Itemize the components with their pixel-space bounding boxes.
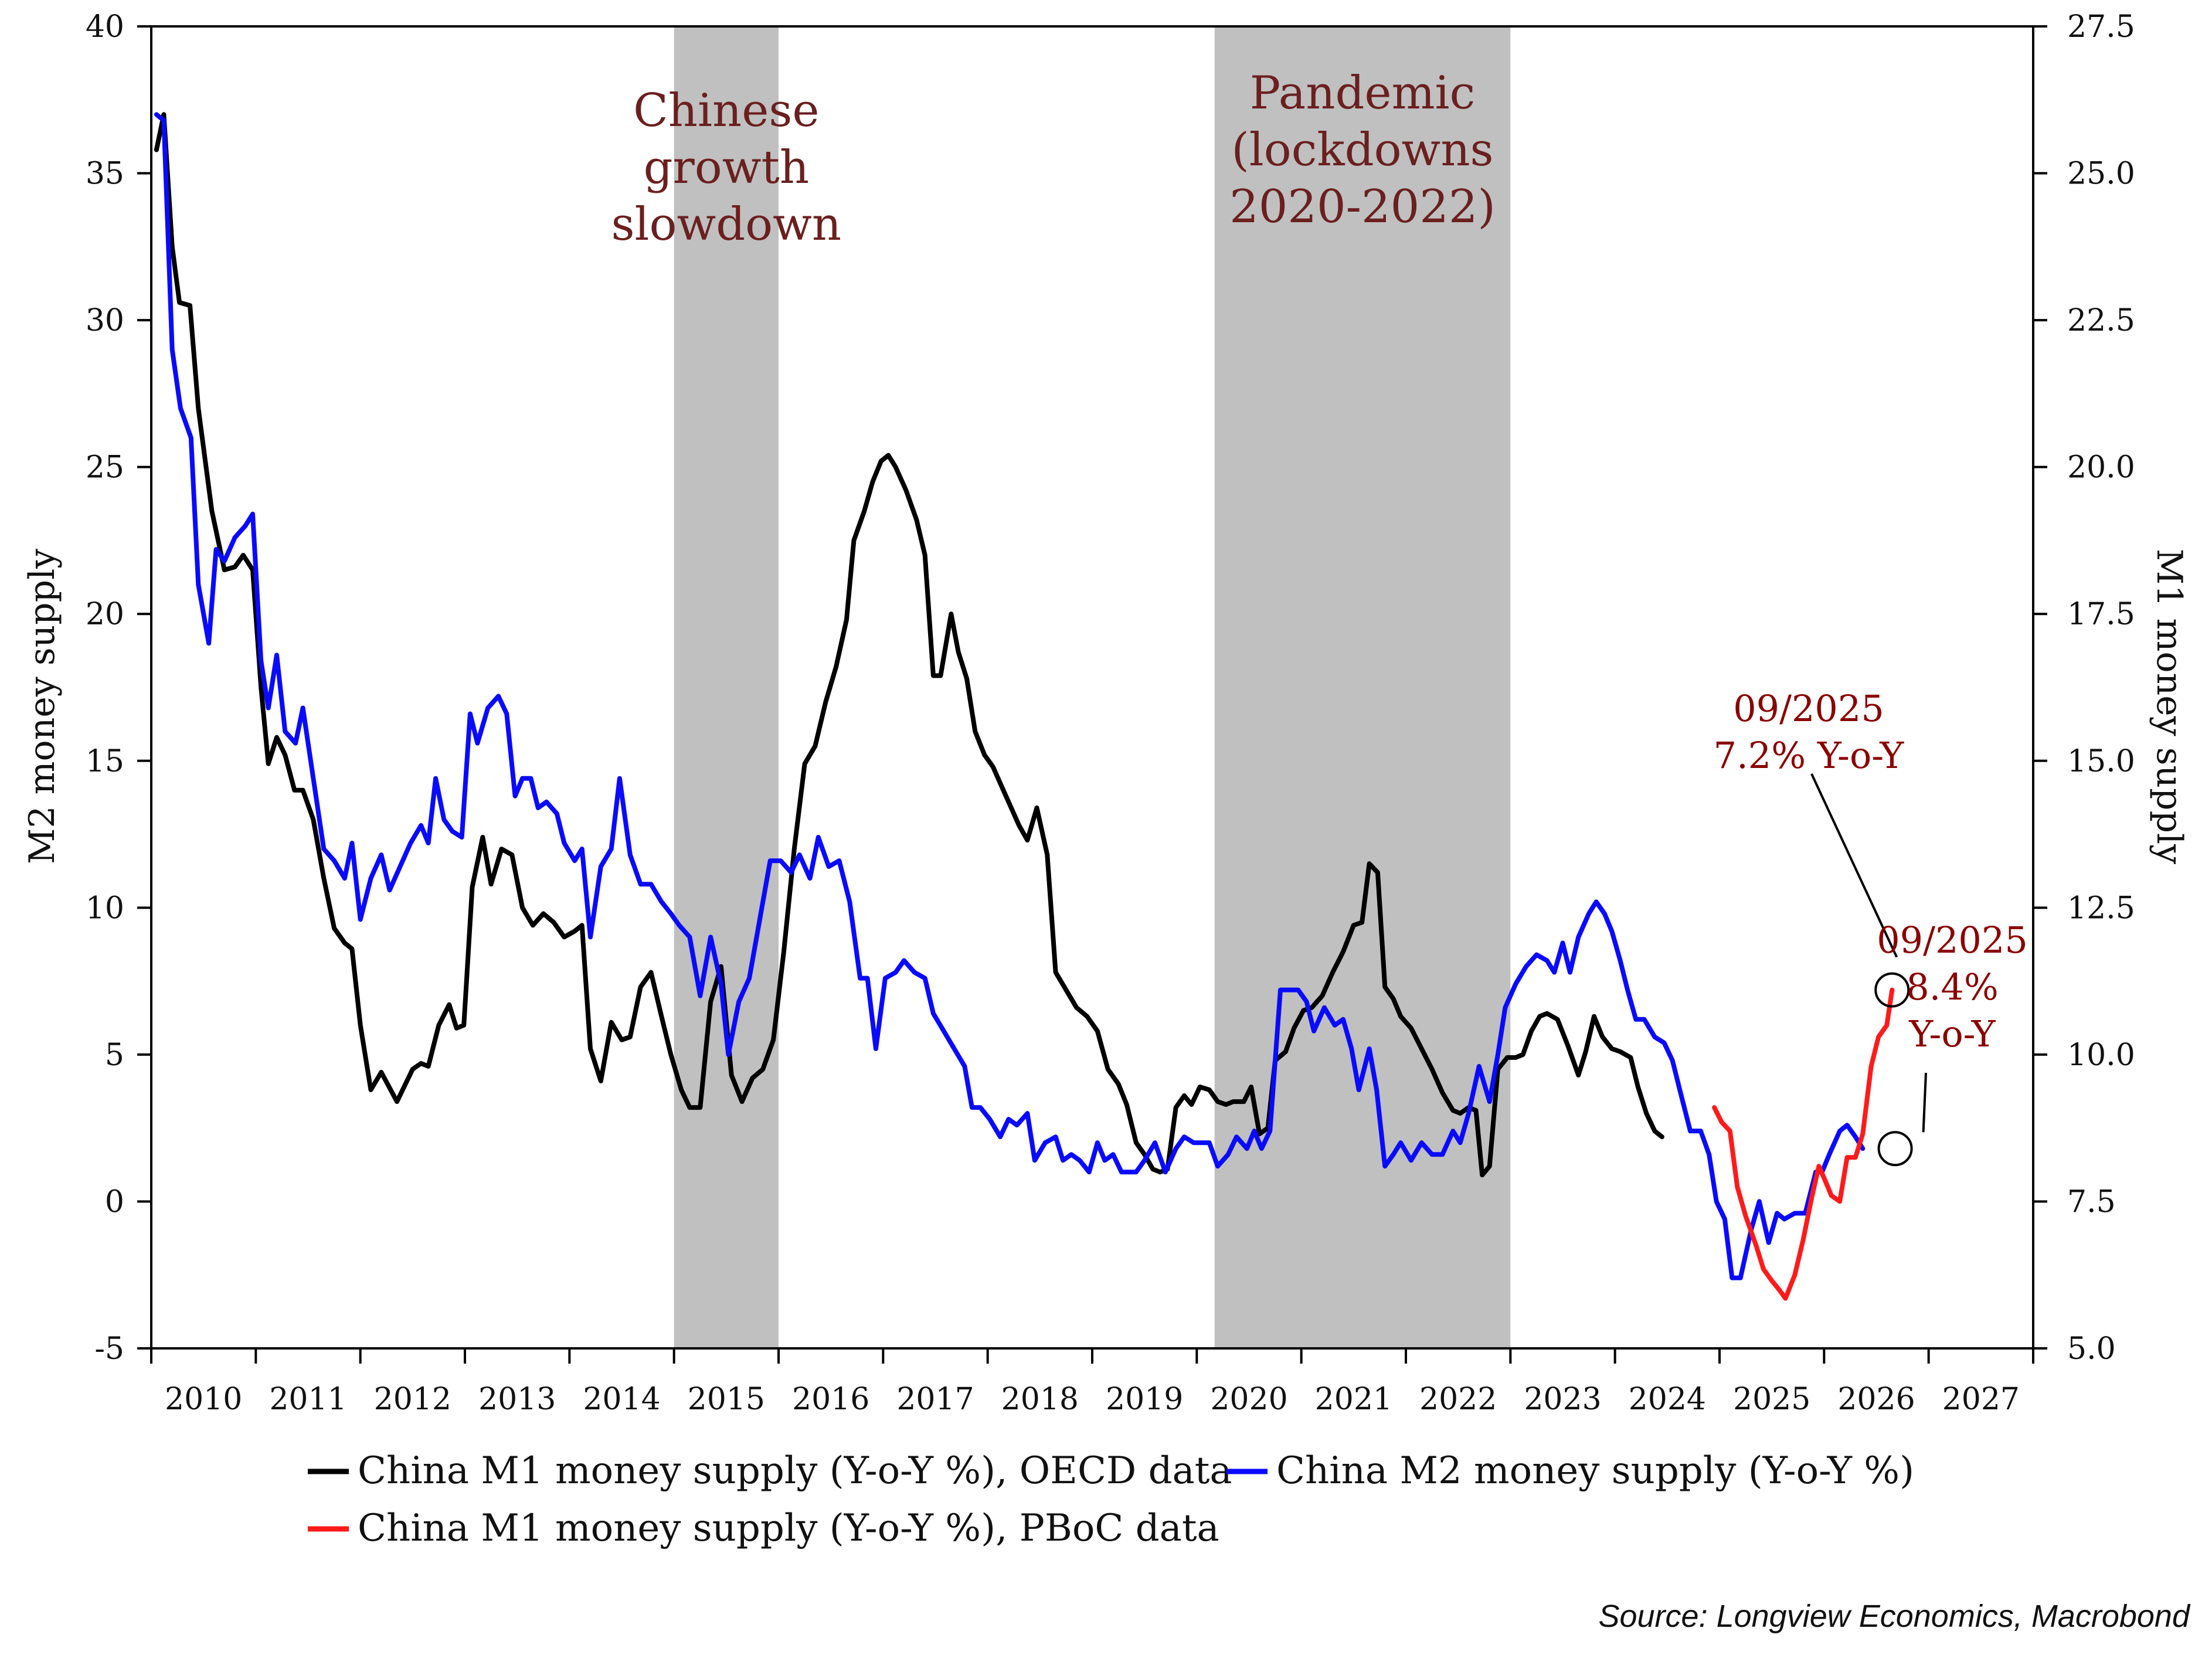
x-axis-year-label: 2021 xyxy=(1315,1382,1392,1417)
x-axis-year-label: 2024 xyxy=(1629,1382,1706,1417)
legend: China M1 money supply (Y-o-Y %), OECD da… xyxy=(308,1449,1914,1550)
x-axis-year-label: 2025 xyxy=(1733,1382,1810,1417)
x-axis-year-label: 2019 xyxy=(1106,1382,1183,1417)
right-axis-tick-label: 20.0 xyxy=(2067,450,2135,485)
legend-label-2: China M2 money supply (Y-o-Y %) xyxy=(1276,1449,1914,1493)
x-axis-year-label: 2017 xyxy=(896,1382,974,1417)
right-axis-tick-label: 15.0 xyxy=(2067,744,2135,779)
series-line-3 xyxy=(1712,987,1895,1301)
x-axis-year-label: 2026 xyxy=(1837,1382,1915,1417)
right-axis-tick-label: 7.5 xyxy=(2067,1184,2116,1219)
left-axis-tick-label: 25 xyxy=(86,450,124,485)
x-axis-year-label: 2011 xyxy=(269,1382,346,1417)
shaded-period-2-label-line: (lockdowns xyxy=(1231,124,1493,176)
annotation-2-label-line: Y-o-Y xyxy=(1908,1012,1996,1055)
left-axis-tick-label: 10 xyxy=(86,891,124,926)
left-axis-tick-label: 20 xyxy=(86,597,124,632)
left-axis-title: M2 money supply xyxy=(22,549,63,864)
shaded-period-1-label-line: Chinese xyxy=(633,84,819,137)
x-axis: 2010 2011 2012 2013 2014 2015 2016 2017 2018 2019… xyxy=(150,1348,2034,1417)
left-axis-tick-label: 5 xyxy=(105,1038,124,1073)
right-axis: 5.0 7.5 10.0 12.5 15.0 17.5 20.0 22.5 25.0 27.5 xyxy=(2033,9,2135,1367)
shaded-period-1-label-line: slowdown xyxy=(611,198,842,251)
shaded-period-1-label-line: growth xyxy=(644,141,810,194)
left-axis-tick-label: -5 xyxy=(94,1331,124,1367)
left-axis: -5 0 5 10 15 20 25 30 35 40 xyxy=(86,9,151,1367)
right-axis-tick-label: 10.0 xyxy=(2067,1038,2135,1073)
shaded-period-1 xyxy=(674,26,779,1348)
x-axis-year-label: 2023 xyxy=(1524,1382,1601,1417)
right-axis-title: M1 money supply xyxy=(2149,549,2190,864)
x-axis-year-label: 2020 xyxy=(1210,1382,1287,1417)
annotation-1-leader xyxy=(1810,773,1898,958)
shaded-period-2-label-line: Pandemic xyxy=(1250,67,1475,120)
annotation-2-label-line: 09/2025 xyxy=(1877,919,2028,961)
right-axis-tick-label: 22.5 xyxy=(2067,303,2135,338)
legend-label-1: China M1 money supply (Y-o-Y %), OECD da… xyxy=(358,1449,1232,1493)
x-axis-year-label: 2016 xyxy=(792,1382,869,1417)
left-axis-tick-label: 35 xyxy=(86,157,124,192)
x-axis-year-label: 2014 xyxy=(583,1382,660,1417)
annotation-1-label-line: 09/2025 xyxy=(1733,687,1884,730)
source-note: Source: Longview Economics, Macrobond xyxy=(1598,1599,2190,1634)
x-axis-year-label: 2015 xyxy=(688,1382,765,1417)
right-axis-tick-label: 27.5 xyxy=(2067,9,2135,45)
right-axis-tick-label: 17.5 xyxy=(2067,597,2135,632)
annotation-1-marker xyxy=(1874,972,1910,1008)
series-lines xyxy=(154,112,1895,1301)
annotation-2-marker xyxy=(1877,1131,1913,1167)
left-axis-tick-label: 40 xyxy=(86,9,124,45)
x-axis-year-label: 2010 xyxy=(165,1382,242,1417)
legend-label-3: China M1 money supply (Y-o-Y %), PBoC da… xyxy=(358,1507,1219,1550)
annotation-2-label-line: 8.4% xyxy=(1906,966,1999,1008)
right-axis-tick-label: 5.0 xyxy=(2067,1331,2116,1367)
annotation-1-label-line: 7.2% Y-o-Y xyxy=(1714,734,1905,777)
right-axis-tick-label: 25.0 xyxy=(2067,157,2135,192)
series-line-1 xyxy=(154,112,1664,1178)
annotation-2-leader xyxy=(1922,1072,1927,1133)
x-axis-year-label: 2012 xyxy=(374,1382,451,1417)
x-axis-year-label: 2027 xyxy=(1942,1382,2020,1417)
left-axis-tick-label: 30 xyxy=(86,303,124,338)
x-axis-year-label: 2022 xyxy=(1419,1382,1497,1417)
left-axis-tick-label: 0 xyxy=(105,1184,124,1219)
x-axis-year-label: 2013 xyxy=(478,1382,556,1417)
series-line-2 xyxy=(154,112,1866,1280)
x-axis-year-label: 2018 xyxy=(1001,1382,1079,1417)
right-axis-tick-label: 12.5 xyxy=(2067,891,2135,926)
left-axis-tick-label: 15 xyxy=(86,744,124,779)
shaded-period-2-label-line: 2020-2022) xyxy=(1229,181,1496,233)
